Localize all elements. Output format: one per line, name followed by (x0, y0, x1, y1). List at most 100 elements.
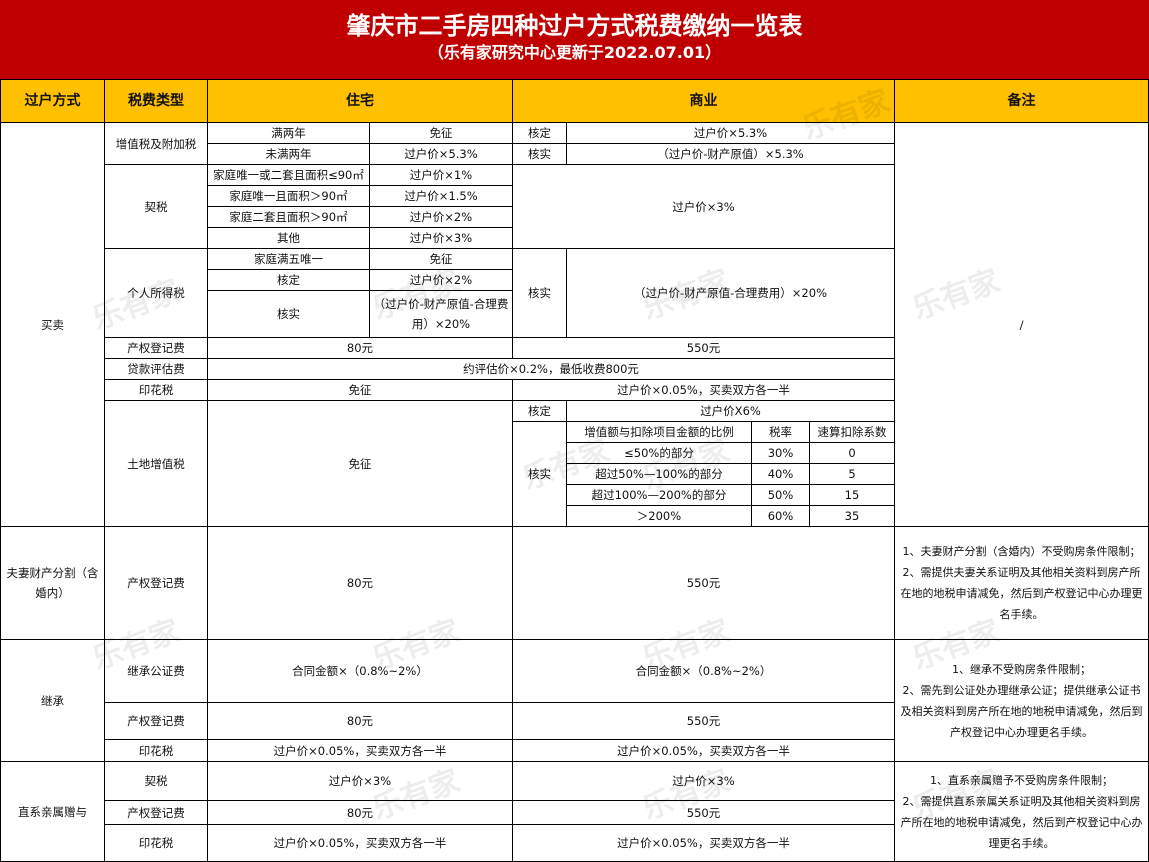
lat-rate-text: 30% (767, 446, 794, 460)
lat-ratio-text: 超过100%—200%的部分 (591, 488, 727, 502)
tax-type-text: 土地增值税 (127, 456, 185, 471)
lat-deduction: 15 (810, 485, 895, 506)
commercial-value: 550元 (513, 338, 895, 359)
combined-value: 约评估价×0.2%，最低收费800元 (208, 359, 895, 380)
residential-value-text: 过户价×2% (409, 273, 473, 287)
commercial-method-text: 核实 (528, 147, 551, 161)
commercial-value-text: 550元 (686, 341, 721, 355)
residential-value-text: （过户价-财产原值-合理费用）×20% (373, 297, 509, 331)
tax-type-text: 印花税 (138, 383, 174, 397)
lat-rate-text: 60% (767, 509, 794, 523)
note: / (895, 123, 1149, 527)
condition: 家庭二套且面积＞90㎡ (208, 207, 370, 228)
tax-type: 印花税 (105, 740, 208, 762)
commercial-value: 550元 (513, 801, 895, 825)
tax-type-text: 印花税 (138, 836, 174, 850)
note-text: 1、夫妻财产分割（含婚内）不受购房条件限制； 2、需提供夫妻关系证明及其他相关资… (900, 545, 1143, 621)
method-divorce: 夫妻财产分割（含婚内） (0, 527, 105, 640)
lat-deduction: 5 (810, 464, 895, 485)
commercial-value: 合同金额×（0.8%~2%） (513, 640, 895, 703)
tax-type: 契税 (105, 762, 208, 801)
lat-header-text: 增值额与扣除项目金额的比例 (584, 425, 734, 439)
commercial-value-text: （过户价-财产原值）×5.3% (657, 147, 804, 161)
residential-value-text: 过户价×1.5% (404, 189, 478, 203)
note: 1、直系亲属赠予不受购房条件限制； 2、需提供直系亲属关系证明及其他相关资料到房… (895, 762, 1149, 862)
commercial-value: 过户价×3% (513, 762, 895, 801)
header-method: 过户方式 (0, 80, 105, 123)
commercial-value-text: （过户价-财产原值-合理费用）×20% (634, 286, 827, 300)
residential-value-text: 过户价×1% (409, 168, 473, 182)
residential-value-text: 过户价×0.05%，买卖双方各一半 (273, 743, 447, 758)
tax-type: 产权登记费 (105, 703, 208, 740)
residential-value: 过户价×2% (370, 270, 513, 291)
commercial-method: 核定 (513, 123, 567, 144)
method-inherit-text: 继承 (41, 693, 64, 708)
commercial-method: 核实 (513, 144, 567, 165)
note-text: 1、继承不受购房条件限制； 2、需先到公证处办理继承公证；提供继承公证书及相关资… (900, 662, 1143, 739)
condition: 未满两年 (208, 144, 370, 165)
condition: 家庭唯一且面积＞90㎡ (208, 186, 370, 207)
residential-value-text: 过户价×5.3% (404, 147, 478, 161)
header-commercial: 商业 (513, 80, 895, 123)
condition: 满两年 (208, 123, 370, 144)
commercial-value: 过户价×0.05%，买卖双方各一半 (513, 740, 895, 762)
page-title: 肇庆市二手房四种过户方式税费缴纳一览表 (346, 12, 803, 40)
tax-type: 契税 (105, 165, 208, 249)
residential-value-text: 过户价×2% (409, 210, 473, 224)
residential-value: 免征 (370, 123, 513, 144)
commercial-value-text: 550元 (686, 714, 721, 728)
residential-value-text: 过户价×3% (409, 231, 473, 245)
lat-ratio: ＞200% (567, 506, 752, 527)
residential-value: 合同金额×（0.8%~2%） (208, 640, 513, 703)
lat-ratio: 超过50%—100%的部分 (567, 464, 752, 485)
lat-header: 增值额与扣除项目金额的比例 (567, 422, 752, 443)
commercial-value: 过户价×3% (513, 165, 895, 249)
lat-header: 税率 (752, 422, 810, 443)
page-subtitle: （乐有家研究中心更新于2022.07.01） (427, 43, 722, 62)
tax-type-text: 契税 (144, 774, 168, 788)
lat-rate-text: 50% (767, 488, 794, 502)
residential-value: （过户价-财产原值-合理费用）×20% (370, 291, 513, 338)
commercial-value-text: 550元 (686, 576, 721, 590)
residential-value: 免征 (208, 401, 513, 527)
lat-deduction-text: 15 (844, 488, 860, 502)
tax-type-text: 增值税及附加税 (115, 136, 197, 151)
lat-header-text: 税率 (769, 425, 792, 439)
tax-type: 土地增值税 (105, 401, 208, 527)
commercial-value-text: 过户价×0.05%，买卖双方各一半 (617, 743, 790, 758)
commercial-method-text: 核实 (528, 467, 551, 481)
method-gift-text: 直系亲属赠与 (18, 804, 87, 819)
tax-type-text: 个人所得税 (127, 286, 185, 300)
note: 1、夫妻财产分割（含婚内）不受购房条件限制； 2、需提供夫妻关系证明及其他相关资… (895, 527, 1149, 640)
tax-type-text: 契税 (144, 199, 168, 214)
residential-value: 80元 (208, 338, 513, 359)
residential-value: 过户价×1.5% (370, 186, 513, 207)
condition-text: 满两年 (271, 126, 306, 140)
condition-text: 核实 (277, 307, 300, 321)
tax-type: 继承公证费 (105, 640, 208, 703)
residential-value: 80元 (208, 801, 513, 825)
commercial-value: 550元 (513, 703, 895, 740)
residential-value: 过户价×1% (370, 165, 513, 186)
lat-ratio-text: ＞200% (636, 509, 682, 523)
lat-rate: 40% (752, 464, 810, 485)
lat-rate-text: 40% (767, 467, 794, 481)
lat-deduction-text: 0 (848, 446, 856, 460)
tax-type: 印花税 (105, 825, 208, 862)
lat-deduction: 35 (810, 506, 895, 527)
method-sale-text: 买卖 (41, 317, 64, 332)
lat-header: 速算扣除系数 (810, 422, 895, 443)
note-text: 1、直系亲属赠予不受购房条件限制； 2、需提供直系亲属关系证明及其他相关资料到房… (900, 773, 1143, 850)
method-gift: 直系亲属赠与 (0, 762, 105, 862)
commercial-value-text: 550元 (686, 805, 721, 820)
commercial-method: 核实 (513, 249, 567, 338)
tax-type-text: 产权登记费 (127, 341, 185, 355)
tax-type-text: 贷款评估费 (127, 362, 185, 376)
residential-value-text: 过户价×3% (328, 774, 392, 788)
residential-value-text: 过户价×0.05%，买卖双方各一半 (273, 836, 447, 850)
condition: 家庭唯一或二套且面积≤90㎡ (208, 165, 370, 186)
tax-type: 印花税 (105, 380, 208, 401)
commercial-value-text: 过户价×0.05%，买卖双方各一半 (617, 836, 790, 850)
commercial-value-text: 合同金额×（0.8%~2%） (635, 664, 772, 678)
condition: 核实 (208, 291, 370, 338)
